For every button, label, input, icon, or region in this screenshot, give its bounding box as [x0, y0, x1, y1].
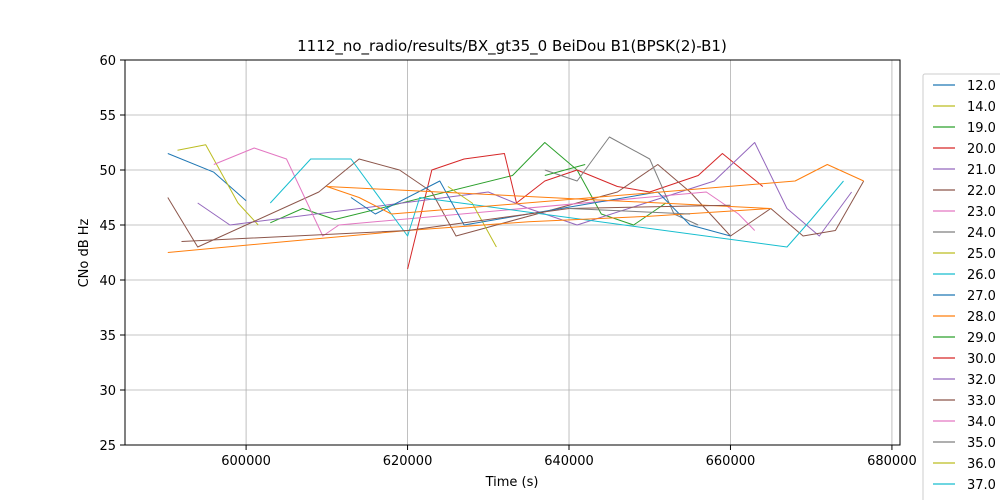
legend-label: 35.0 [967, 436, 996, 451]
legend-label: 19.0 [967, 121, 996, 136]
legend-label: 27.0 [967, 289, 996, 304]
x-axis-label: Time (s) [485, 475, 539, 490]
series-line-23-0 [213, 147, 756, 237]
series-line-25-0 [447, 186, 497, 248]
y-tick-label: 55 [99, 109, 116, 124]
legend-label: 32.0 [967, 373, 996, 388]
legend-label: 30.0 [967, 352, 996, 367]
legend-label: 25.0 [967, 247, 996, 262]
legend: 12.0 14.0 19.0 20.0 21.0 22.0 23.0 24.0 25.0 26.0… [922, 73, 1000, 504]
legend-label: 24.0 [967, 226, 996, 241]
series-line-24-0 [544, 136, 699, 226]
legend-label: 34.0 [967, 415, 996, 430]
legend-label: 12.0 [967, 79, 996, 94]
x-tick-label: 600000 [221, 454, 271, 469]
series-line-29-0 [544, 164, 586, 176]
legend-label: 14.0 [967, 100, 996, 115]
series-line-14-0 [177, 144, 259, 226]
series-line-12-0 [167, 153, 247, 202]
x-tick-label: 640000 [544, 454, 594, 469]
series-line-22-0 [167, 158, 865, 248]
y-tick-label: 45 [99, 219, 116, 234]
series-line-35-0 [568, 208, 691, 215]
legend-label: 22.0 [967, 184, 996, 199]
x-tick-label: 620000 [383, 454, 433, 469]
y-tick-label: 60 [99, 54, 116, 69]
legend-label: 20.0 [967, 142, 996, 157]
y-tick-label: 35 [99, 329, 116, 344]
x-tick-label: 680000 [867, 454, 917, 469]
series-line-33-0 [181, 204, 731, 242]
legend-label: 29.0 [967, 331, 996, 346]
series-line-20-0 [407, 153, 764, 270]
series-line-27-0 [350, 180, 731, 237]
legend-label: 36.0 [967, 457, 996, 472]
series-line-21-0 [197, 142, 853, 237]
y-axis-label: CNo dB Hz [77, 218, 92, 287]
y-tick-label: 40 [99, 274, 116, 289]
y-tick-label: 50 [99, 164, 116, 179]
series-line-19-0 [270, 142, 667, 226]
legend-label: 28.0 [967, 310, 996, 325]
series-line-26-0 [269, 158, 844, 248]
x-tick-label: 660000 [706, 454, 756, 469]
legend-label: 23.0 [967, 205, 996, 220]
grid-layer [125, 59, 900, 446]
series-line-28-0 [167, 164, 864, 253]
y-tick-label: 30 [99, 384, 116, 399]
legend-label: 37.0 [967, 478, 996, 493]
legend-label: 33.0 [967, 394, 996, 409]
chart-title: 1112_no_radio/results/BX_gt35_0 BeiDou B… [297, 37, 727, 56]
y-tick-label: 25 [99, 439, 116, 454]
plot-frame [124, 59, 901, 446]
legend-items: 12.0 14.0 19.0 20.0 21.0 22.0 23.0 24.0 25.0 26.0… [933, 79, 996, 493]
series-layer [167, 136, 865, 270]
legend-label: 21.0 [967, 163, 996, 178]
axis-layer: 600000 620000 640000 660000 680000 25 30 35 40 45… [99, 54, 916, 469]
legend-frame [922, 73, 1000, 504]
legend-label: 26.0 [967, 268, 996, 283]
